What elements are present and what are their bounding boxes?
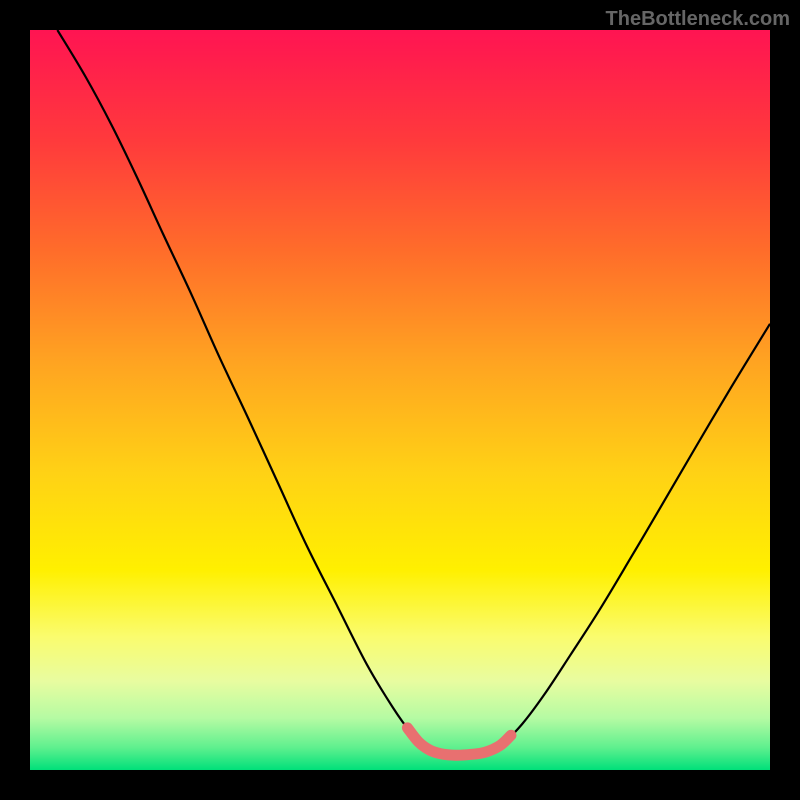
chart-svg	[30, 30, 770, 770]
bottleneck-chart	[30, 30, 770, 770]
gradient-background	[30, 30, 770, 770]
watermark: TheBottleneck.com	[606, 8, 790, 31]
